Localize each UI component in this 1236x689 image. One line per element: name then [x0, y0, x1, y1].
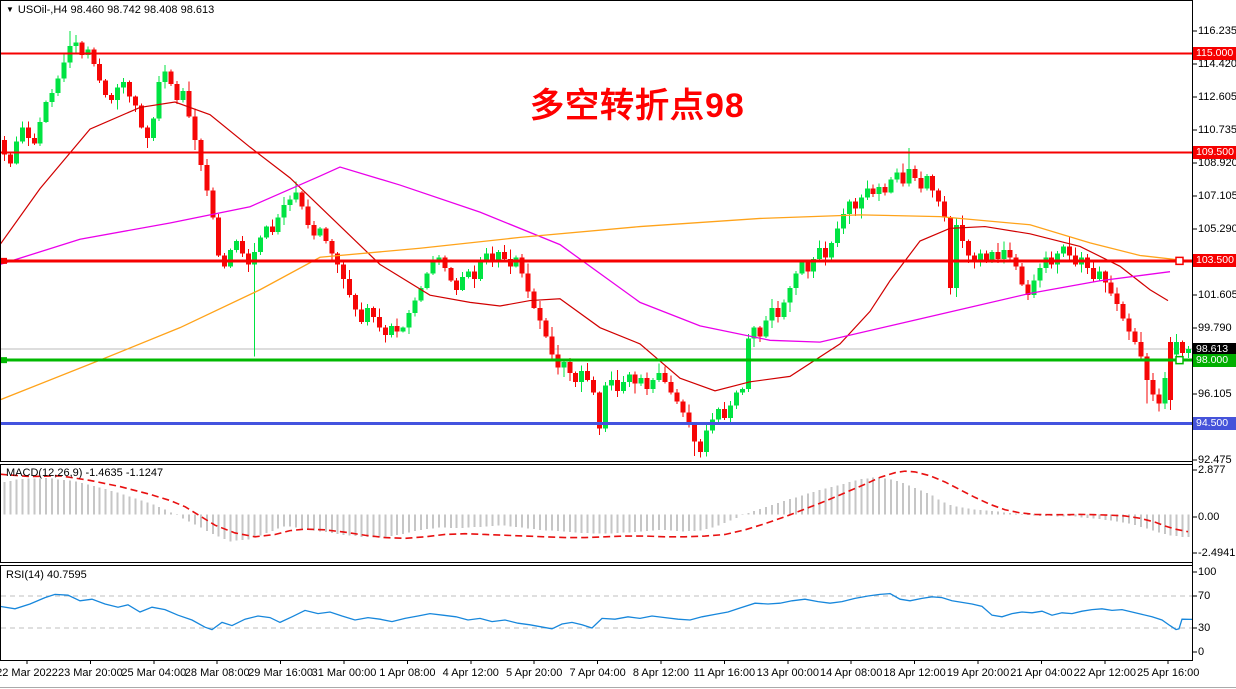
- macd-histogram: [3, 477, 1190, 542]
- ma-fast-red-line: [0, 101, 1169, 392]
- level-left-anchor: [0, 257, 7, 264]
- macd-signal-line: [0, 470, 1189, 540]
- ma-mid-magenta-line: [0, 166, 1171, 343]
- ma-slow-orange-line: [0, 214, 1181, 401]
- level-left-anchor: [0, 357, 7, 364]
- level-drag-handle: [1175, 256, 1184, 266]
- rsi-line: [0, 592, 1193, 631]
- panel-border-1: [0, 464, 1193, 563]
- candles-layer: [2, 31, 1192, 458]
- level-drag-handle: [1175, 355, 1184, 365]
- symbol-dropdown-icon[interactable]: ▼: [6, 5, 14, 14]
